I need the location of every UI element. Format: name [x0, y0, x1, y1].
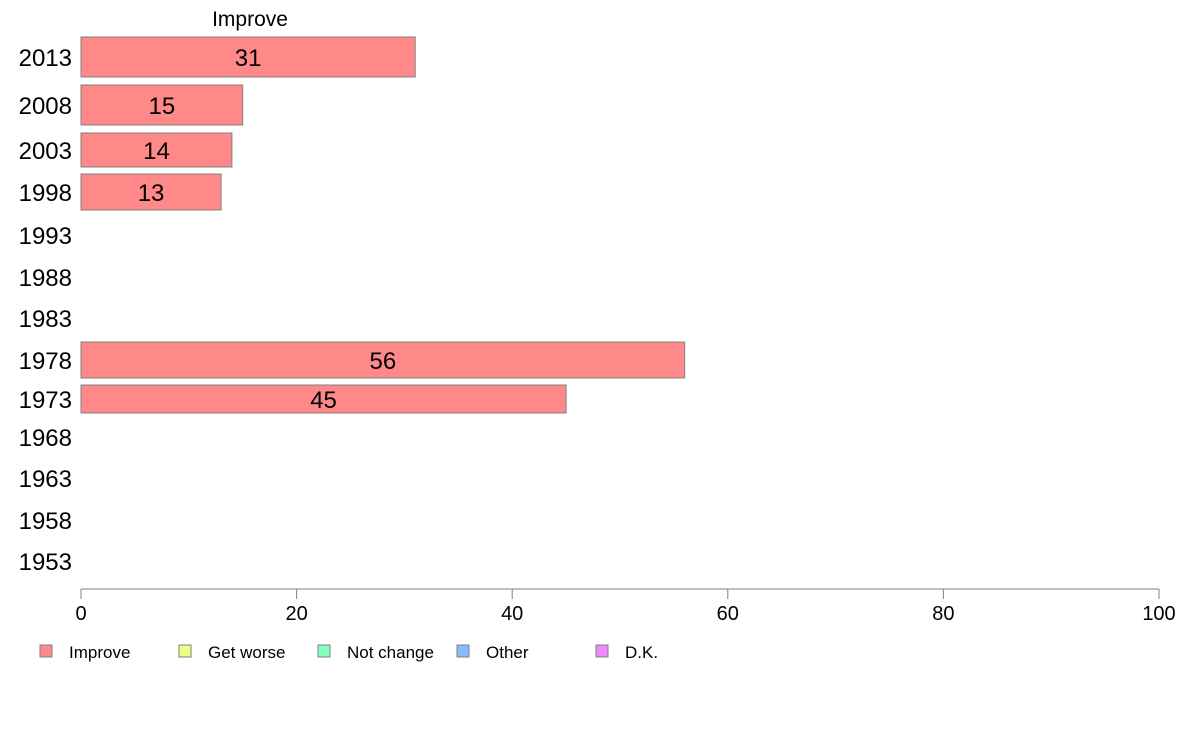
y-tick-label: 2008: [19, 93, 72, 120]
bar: [80, 36, 416, 78]
data-label: 15: [148, 93, 175, 120]
data-label: 45: [310, 387, 337, 414]
data-label: 13: [138, 180, 165, 207]
legend-label: Other: [486, 643, 529, 662]
bar: [80, 173, 222, 211]
bar: [80, 384, 567, 414]
y-tick-label: 1993: [19, 223, 72, 250]
x-tick-label: 80: [932, 603, 954, 625]
x-tick-label: 40: [501, 603, 523, 625]
bar: [80, 341, 686, 379]
y-tick-label: 1998: [19, 180, 72, 207]
data-label: 14: [143, 138, 170, 165]
x-tick-label: 0: [75, 603, 86, 625]
legend: Improve Get worse Not change Other D.K.: [39, 643, 658, 662]
legend-swatch: [39, 644, 53, 658]
legend-swatch: [178, 644, 192, 658]
y-tick-label: 1988: [19, 265, 72, 292]
y-tick-label: 1953: [19, 549, 72, 576]
x-tick-label: 100: [1142, 603, 1175, 625]
y-tick-label: 1978: [19, 348, 72, 375]
legend-label: Get worse: [208, 643, 285, 662]
x-tick-label: 60: [717, 603, 739, 625]
bar: [80, 84, 244, 126]
bar-rows: 2013 31 2008 15 2003 14 1998 13 1993 1988 1983 1978…: [19, 36, 686, 576]
legend-swatch: [317, 644, 331, 658]
legend-label: Not change: [347, 643, 434, 662]
data-label: 31: [235, 45, 262, 72]
data-label: 56: [369, 348, 396, 375]
y-tick-label: 1963: [19, 466, 72, 493]
y-tick-label: 2003: [19, 138, 72, 165]
y-tick-label: 1968: [19, 425, 72, 452]
bar: [80, 132, 233, 168]
x-tick-label: 20: [285, 603, 307, 625]
y-tick-label: 1958: [19, 508, 72, 535]
y-tick-label: 1983: [19, 306, 72, 333]
y-tick-label: 2013: [19, 45, 72, 72]
legend-swatch: [456, 644, 470, 658]
y-tick-label: 1973: [19, 387, 72, 414]
chart-title: Improve: [212, 8, 288, 31]
legend-swatch: [595, 644, 609, 658]
legend-label: D.K.: [625, 643, 658, 662]
legend-label: Improve: [69, 643, 130, 662]
x-axis: 0 20 40 60 80 100: [75, 588, 1176, 625]
